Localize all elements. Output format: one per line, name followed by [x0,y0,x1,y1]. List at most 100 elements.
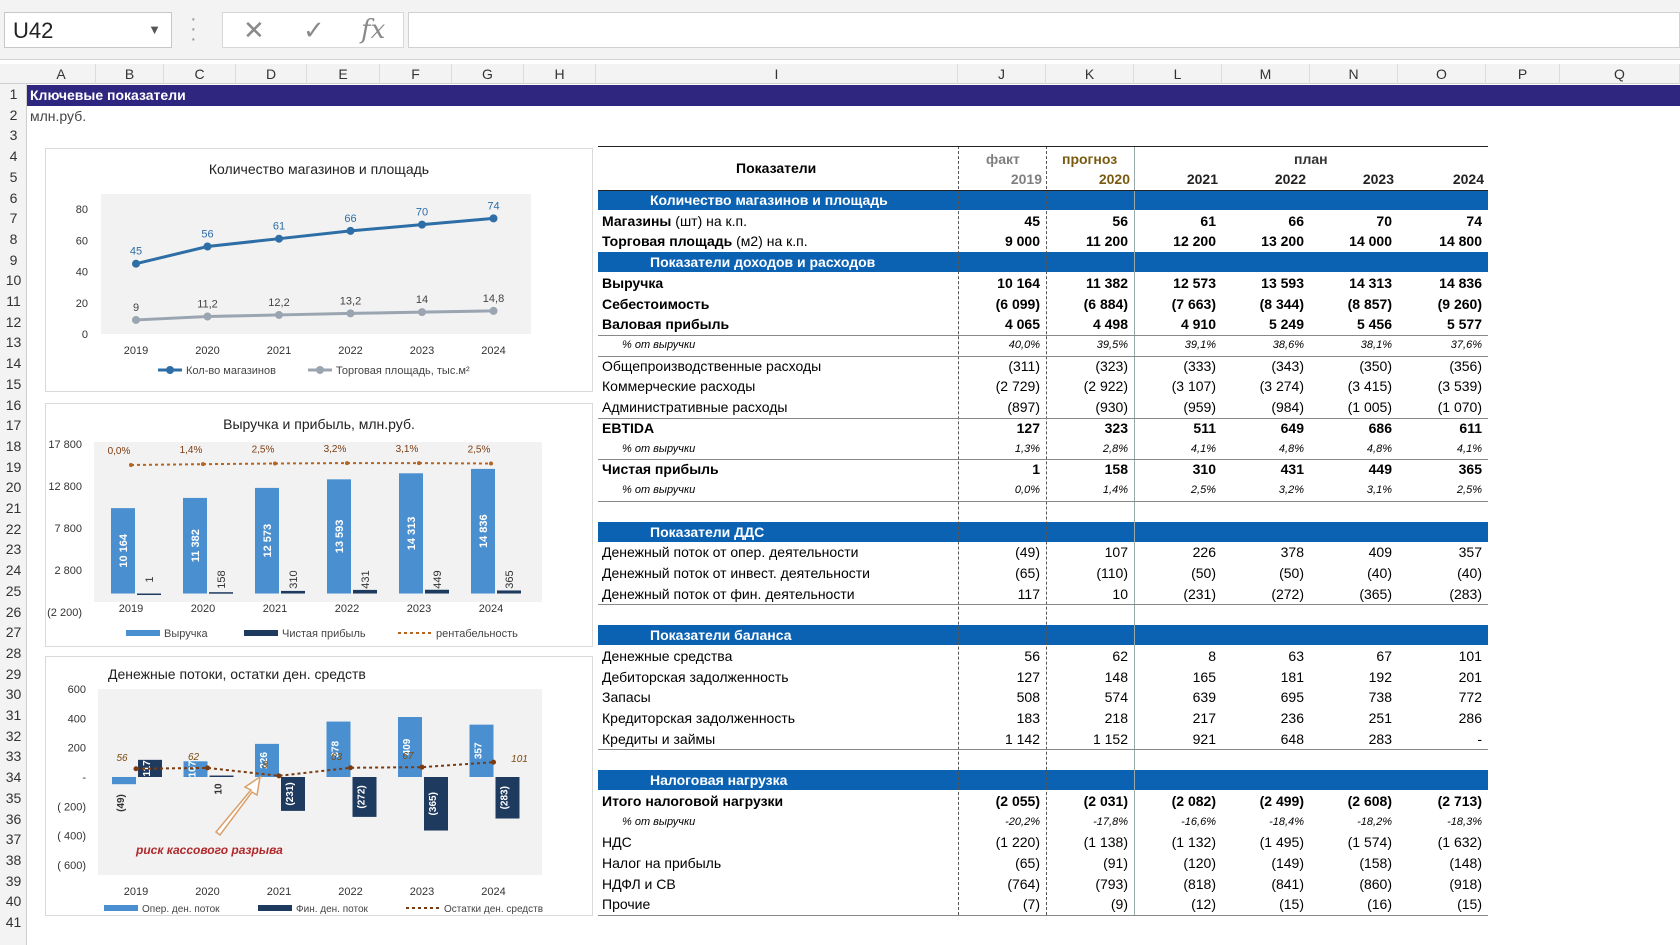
row-header[interactable]: 24 [5,562,22,579]
column-header[interactable]: G [452,64,524,84]
row-header[interactable]: 13 [5,334,22,351]
row-header[interactable]: 29 [5,665,22,682]
year-header[interactable]: 2022 [1274,171,1306,187]
column-header[interactable]: N [1310,64,1398,84]
table-row[interactable]: НДС (1 220) (1 138) (1 132) (1 495) (1 574) (1… [598,832,1488,852]
table-row[interactable]: Денежные средства 56 62 8 63 67 101 [598,646,1488,666]
table-row[interactable]: Административные расходы (897) (930) (959) (… [598,397,1488,417]
row-header[interactable]: 28 [5,644,22,661]
row-header[interactable]: 16 [5,396,22,413]
header-forecast[interactable]: прогноз [1062,151,1118,167]
column-header[interactable]: L [1134,64,1222,84]
row-header[interactable]: 23 [5,541,22,558]
table-row[interactable] [598,604,1488,624]
table-row[interactable]: Прочие (7) (9) (12) (15) (16) (15) [598,894,1488,914]
row-header[interactable]: 1 [9,86,18,102]
year-header[interactable]: 2020 [1098,171,1130,187]
table-row[interactable]: Кредиты и займы 1 142 1 152 921 648 283 - [598,729,1488,749]
sheet-title-banner[interactable]: Ключевые показатели [27,85,1680,106]
table-row[interactable]: Себестоимость (6 099) (6 884) (7 663) (8 344… [598,294,1488,314]
column-header[interactable]: Q [1560,64,1680,84]
table-row[interactable]: Валовая прибыль 4 065 4 498 4 910 5 249 5 456… [598,314,1488,334]
units-label[interactable]: млн.руб. [30,108,87,124]
column-header[interactable]: A [27,64,96,84]
row-header[interactable]: 2 [9,106,18,123]
column-header[interactable]: J [958,64,1046,84]
table-row[interactable]: Денежный поток от фин. деятельности 117 10… [598,584,1488,604]
section-header-row[interactable]: Налоговая нагрузка [598,770,1488,791]
column-header[interactable]: P [1486,64,1560,84]
year-header[interactable]: 2024 [1452,171,1484,187]
table-row[interactable]: Запасы 508 574 639 695 738 772 [598,687,1488,707]
row-header[interactable]: 3 [9,127,18,144]
table-row[interactable]: % от выручки 1,3% 2,8% 4,1% 4,8% 4,8% 4,1% [598,439,1488,459]
row-header[interactable]: 25 [5,582,22,599]
column-header[interactable]: O [1398,64,1486,84]
chart-revenue-profit[interactable]: Выручка и прибыль, млн.руб. (2 200) 2 800 7… [45,403,593,647]
table-row[interactable]: EBTIDA 127 323 511 649 686 611 [598,418,1488,438]
row-header[interactable]: 14 [5,355,22,372]
table-row[interactable]: % от выручки -20,2% -17,8% -16,6% -18,4% -18,… [598,812,1488,832]
table-row[interactable]: Денежный поток от инвест. деятельности (6… [598,563,1488,583]
row-header[interactable]: 18 [5,437,22,454]
row-header[interactable]: 4 [9,148,18,165]
row-header[interactable]: 12 [5,313,22,330]
row-header[interactable]: 32 [5,727,22,744]
column-header[interactable]: H [524,64,596,84]
row-header[interactable]: 10 [5,272,22,289]
row-header[interactable]: 31 [5,707,22,723]
table-row[interactable]: % от выручки 40,0% 39,5% 39,1% 38,6% 38,1% 37,… [598,335,1488,355]
row-header[interactable]: 30 [5,686,22,703]
column-header[interactable]: C [164,64,236,84]
section-header-row[interactable]: Показатели доходов и расходов [598,252,1488,273]
header-fact[interactable]: факт [986,151,1020,167]
row-header[interactable]: 7 [9,210,18,227]
table-row[interactable]: Магазины (шт) на к.п. 45 56 61 66 70 74 [598,211,1488,231]
row-header[interactable]: 40 [5,893,22,910]
year-header[interactable]: 2021 [1186,171,1218,187]
table-row[interactable]: Чистая прибыль 1 158 310 431 449 365 [598,459,1488,479]
column-header[interactable]: K [1046,64,1134,84]
name-box[interactable]: U42 ▼ [4,12,172,48]
chevron-down-icon[interactable]: ▼ [148,22,161,37]
row-header[interactable]: 35 [5,789,22,806]
table-row[interactable]: Общепроизводственные расходы (311) (323) (3… [598,356,1488,376]
row-header[interactable]: 15 [5,375,22,392]
row-header[interactable]: 17 [5,417,22,434]
table-row[interactable]: Кредиторская задолженность 183 218 217 236 25… [598,708,1488,728]
column-header[interactable]: I [596,64,958,84]
section-header-row[interactable]: Количество магазинов и площадь [598,190,1488,210]
row-header[interactable]: 5 [9,168,18,185]
insert-function-icon[interactable]: fx [361,15,386,45]
column-header[interactable]: D [236,64,307,84]
row-header[interactable]: 19 [5,458,22,475]
header-plan[interactable]: план [1294,151,1328,167]
row-header[interactable]: 41 [5,914,22,930]
confirm-icon[interactable]: ✓ [303,15,325,45]
row-header[interactable]: 38 [5,851,22,868]
row-header[interactable]: 33 [5,748,22,765]
table-row[interactable]: Налог на прибыль (65) (91) (120) (149) (158) (… [598,853,1488,873]
chart-cash-flows[interactable]: Денежные потоки, остатки ден. средств ( 6… [45,656,593,916]
table-row[interactable]: Выручка 10 164 11 382 12 573 13 593 14 313 14 … [598,273,1488,293]
table-row[interactable]: Дебиторская задолженность 127 148 165 181 192… [598,667,1488,687]
table-row[interactable]: Денежный поток от опер. деятельности (49)… [598,542,1488,562]
column-header[interactable]: F [380,64,452,84]
row-header[interactable]: 8 [9,230,18,247]
table-header-label[interactable]: Показатели [736,160,817,176]
row-header[interactable]: 11 [6,293,21,309]
column-header[interactable]: M [1222,64,1310,84]
chart-stores-area[interactable]: Количество магазинов и площадь 0 20 40 60 80 2… [45,148,593,392]
section-header-row[interactable]: Показатели ДДС [598,521,1488,542]
table-row[interactable] [598,749,1488,769]
cancel-icon[interactable]: ✕ [243,15,265,45]
table-row[interactable]: % от выручки 0,0% 1,4% 2,5% 3,2% 3,1% 2,5% [598,480,1488,500]
column-header[interactable]: E [307,64,380,84]
row-header[interactable]: 37 [5,831,22,848]
row-header[interactable]: 22 [5,520,22,537]
year-header[interactable]: 2019 [1010,171,1042,187]
row-header[interactable]: 39 [5,872,22,889]
section-header-row[interactable]: Показатели баланса [598,625,1488,646]
table-row[interactable]: НДФЛ и СВ (764) (793) (818) (841) (860) (918) [598,874,1488,894]
table-row[interactable]: Итого налоговой нагрузки (2 055) (2 031) (2… [598,791,1488,811]
